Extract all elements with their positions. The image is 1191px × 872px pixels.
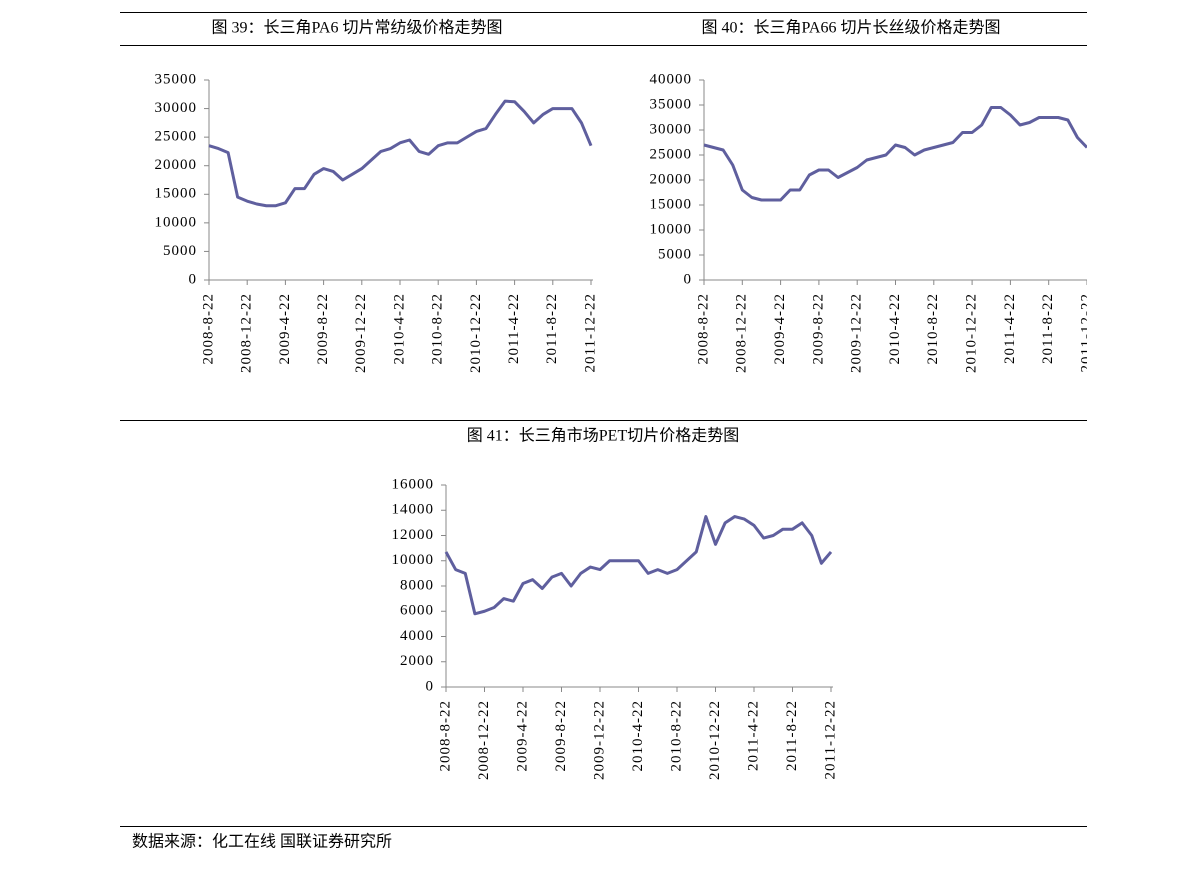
- x-tick-label: 2009-4-22: [514, 700, 530, 772]
- x-tick-label: 2008-12-22: [476, 700, 492, 780]
- y-tick-label: 25000: [155, 129, 198, 145]
- x-tick-label: 2011-4-22: [745, 700, 761, 771]
- x-tick-label: 2008-12-22: [239, 293, 255, 373]
- x-tick-label: 2010-12-22: [468, 293, 484, 373]
- chart-title: 图 41：长三角市场PET切片价格走势图: [467, 427, 739, 445]
- x-tick-label: 2009-8-22: [810, 293, 826, 365]
- price-line: [444, 515, 833, 616]
- x-tick-label: 2010-4-22: [630, 700, 646, 772]
- y-tick-label: 10000: [650, 221, 693, 237]
- chart: 0 5000 10000 15000 20000 25000 30000 35000 40000…: [650, 71, 1094, 373]
- x-tick-label: 2011-8-22: [784, 700, 800, 771]
- x-tick-label: 2010-8-22: [668, 700, 684, 772]
- y-tick-label: 5000: [163, 243, 197, 259]
- x-tick-label: 2010-4-22: [887, 293, 903, 365]
- x-tick-label: 2011-12-22: [1078, 293, 1094, 372]
- y-tick-label: 20000: [650, 171, 693, 187]
- y-tick-label: 35000: [650, 96, 693, 112]
- y-tick-label: 35000: [155, 71, 198, 87]
- x-tick-label: 2011-8-22: [544, 293, 560, 364]
- chart: 0 2000 4000 6000 8000 10000 12000 14000 16000 200…: [392, 476, 839, 780]
- source-note: 数据来源：化工在线 国联证券研究所: [132, 833, 392, 851]
- x-tick-label: 2010-12-22: [964, 293, 980, 373]
- x-tick-label: 2010-8-22: [430, 293, 446, 365]
- y-tick-label: 10000: [155, 214, 198, 230]
- y-tick-label: 5000: [658, 246, 692, 262]
- x-tick-label: 2010-8-22: [925, 293, 941, 365]
- y-tick-label: 25000: [650, 146, 693, 162]
- x-tick-label: 2008-8-22: [200, 293, 216, 365]
- y-tick-label: 15000: [155, 186, 198, 202]
- x-tick-label: 2011-12-22: [822, 700, 838, 779]
- x-tick-label: 2009-12-22: [353, 293, 369, 373]
- y-tick-label: 30000: [650, 121, 693, 137]
- y-tick-label: 40000: [650, 71, 693, 87]
- x-tick-label: 2008-12-22: [734, 293, 750, 373]
- x-tick-label: 2010-12-22: [707, 700, 723, 780]
- x-tick-label: 2011-12-22: [582, 293, 598, 372]
- chart-title: 图 40：长三角PA66 切片长丝级价格走势图: [702, 19, 1001, 37]
- y-tick-label: 10000: [392, 552, 435, 568]
- y-tick-label: 12000: [392, 527, 435, 543]
- price-line: [208, 99, 593, 208]
- y-tick-label: 0: [426, 678, 435, 694]
- y-tick-label: 2000: [400, 653, 434, 669]
- y-tick-label: 30000: [155, 100, 198, 116]
- x-tick-label: 2009-12-22: [591, 700, 607, 780]
- y-tick-label: 16000: [392, 476, 435, 492]
- x-tick-label: 2009-8-22: [553, 700, 569, 772]
- x-tick-label: 2008-8-22: [695, 293, 711, 365]
- x-tick-label: 2010-4-22: [391, 293, 407, 365]
- y-tick-label: 6000: [400, 603, 434, 619]
- x-tick-label: 2011-4-22: [506, 293, 522, 364]
- y-tick-label: 4000: [400, 628, 434, 644]
- x-tick-label: 2011-8-22: [1040, 293, 1056, 364]
- chart: 0 5000 10000 15000 20000 25000 30000 35000 2008-…: [155, 71, 599, 373]
- chart-title: 图 39：长三角PA6 切片常纺级价格走势图: [212, 19, 503, 37]
- x-tick-label: 2009-8-22: [315, 293, 331, 365]
- x-tick-label: 2009-4-22: [772, 293, 788, 365]
- x-tick-label: 2009-12-22: [849, 293, 865, 373]
- y-tick-label: 14000: [392, 502, 435, 518]
- x-tick-label: 2009-4-22: [277, 293, 293, 365]
- x-tick-label: 2008-8-22: [437, 700, 453, 772]
- x-tick-label: 2011-4-22: [1002, 293, 1018, 364]
- y-tick-label: 15000: [650, 196, 693, 212]
- y-tick-label: 20000: [155, 157, 198, 173]
- y-tick-label: 0: [189, 271, 198, 287]
- y-tick-label: 0: [684, 271, 693, 287]
- y-tick-label: 8000: [400, 577, 434, 593]
- price-line: [703, 106, 1087, 202]
